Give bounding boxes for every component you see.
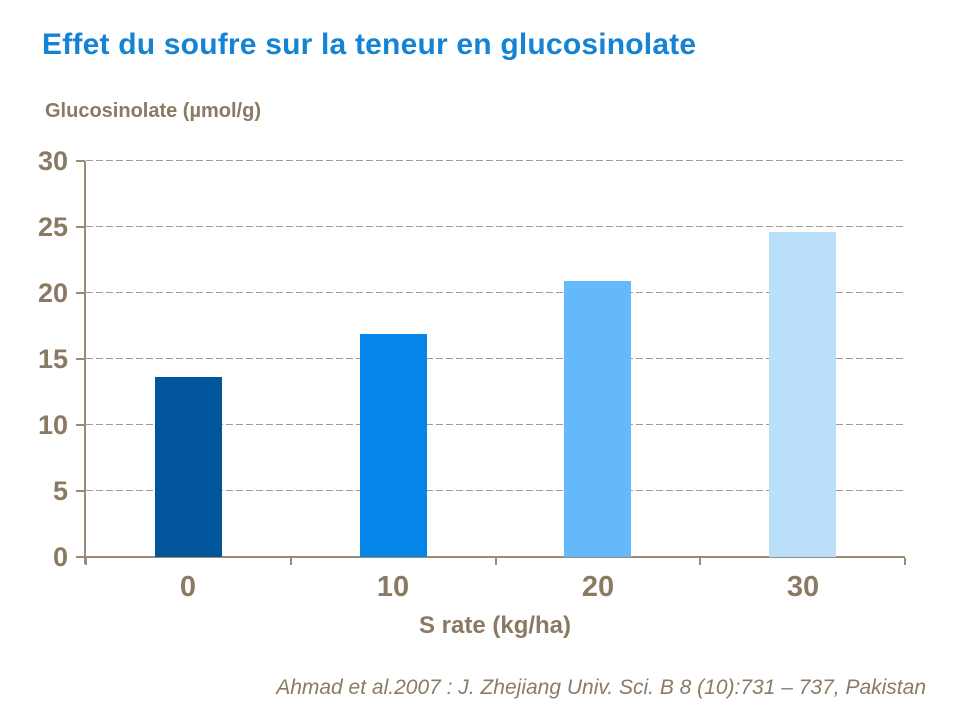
x-tick-mark [699, 558, 702, 565]
x-category-label: 30 [786, 571, 820, 603]
gridline [86, 292, 905, 293]
y-tick-label: 30 [37, 146, 68, 176]
gridline [86, 424, 905, 425]
y-tick-label: 0 [52, 542, 68, 572]
y-tick-label: 25 [37, 212, 68, 242]
y-tick-label: 15 [37, 344, 68, 374]
x-axis-title: S rate (kg/ha) [418, 612, 572, 639]
y-tick-mark [76, 160, 85, 162]
y-tick-mark [76, 358, 85, 360]
x-axis-line [84, 556, 905, 558]
gridline [86, 490, 905, 491]
y-tick-mark [76, 490, 85, 492]
gridline [86, 160, 905, 161]
y-axis-title: Glucosinolate (µmol/g) [45, 100, 261, 122]
x-tick-mark [85, 558, 87, 565]
x-tick-mark [494, 558, 497, 565]
x-category-label: 10 [376, 571, 410, 603]
bar-10 [360, 334, 427, 557]
y-tick-mark [76, 424, 85, 426]
y-tick-mark [76, 556, 85, 558]
y-tick-mark [76, 292, 85, 294]
x-category-label: 20 [581, 571, 615, 603]
x-category-label: 0 [179, 571, 197, 603]
gridline [86, 226, 905, 227]
y-tick-label: 5 [52, 476, 68, 506]
chart-title: Effet du soufre sur la teneur en glucosi… [42, 28, 697, 61]
y-tick-label: 10 [37, 410, 68, 440]
bar-30 [769, 232, 836, 557]
y-tick-label: 20 [37, 278, 68, 308]
citation: Ahmad et al.2007 : J. Zhejiang Univ. Sci… [276, 676, 926, 699]
x-tick-mark [289, 558, 292, 565]
bar-0 [155, 377, 222, 557]
gridline [86, 358, 905, 359]
y-tick-mark [76, 226, 85, 228]
x-tick-mark [904, 558, 906, 565]
bar-20 [564, 281, 631, 557]
y-axis-line [84, 161, 86, 564]
